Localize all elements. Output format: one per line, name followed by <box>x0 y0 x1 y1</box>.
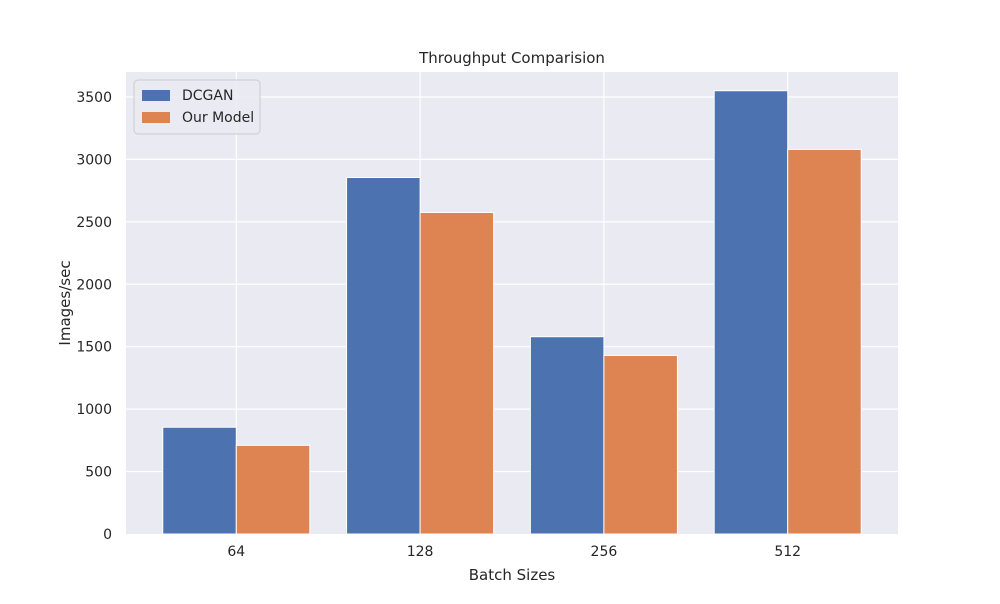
y-axis-ticks: 0 500 1000 1500 2000 2500 3000 3500 <box>76 90 112 543</box>
legend-swatch <box>142 90 170 101</box>
y-tick-label: 3500 <box>76 90 112 106</box>
x-tick-label: 512 <box>774 544 801 560</box>
y-tick-label: 2500 <box>76 215 112 231</box>
x-tick-label: 64 <box>227 544 245 560</box>
bar-dcgan-128 <box>346 177 421 535</box>
y-tick-label: 1500 <box>76 340 112 356</box>
bar-our-model-64 <box>235 444 311 535</box>
legend-swatch <box>142 112 170 123</box>
x-tick-label: 128 <box>407 544 434 560</box>
bar-dcgan-256 <box>529 336 605 535</box>
bar-our-model-256 <box>603 354 678 535</box>
legend-label: DCGAN <box>182 88 233 104</box>
bar-our-model-512 <box>787 148 862 535</box>
bars <box>162 90 862 535</box>
bar-dcgan-512 <box>713 90 789 535</box>
legend-label: Our Model <box>182 110 254 126</box>
y-tick-label: 2000 <box>76 277 112 293</box>
y-tick-label: 0 <box>103 527 112 543</box>
chart-title: Throughput Comparision <box>418 49 605 67</box>
x-axis-ticks: 64 128 256 512 <box>227 544 801 560</box>
bar-our-model-128 <box>419 211 495 535</box>
y-tick-label: 500 <box>85 465 112 481</box>
bar-dcgan-64 <box>162 426 237 535</box>
x-tick-label: 256 <box>591 544 618 560</box>
x-axis-label: Batch Sizes <box>469 566 556 584</box>
y-axis-label: Images/sec <box>56 260 74 345</box>
legend: DCGAN Our Model <box>133 79 261 135</box>
y-tick-label: 1000 <box>76 402 112 418</box>
y-tick-label: 3000 <box>76 152 112 168</box>
